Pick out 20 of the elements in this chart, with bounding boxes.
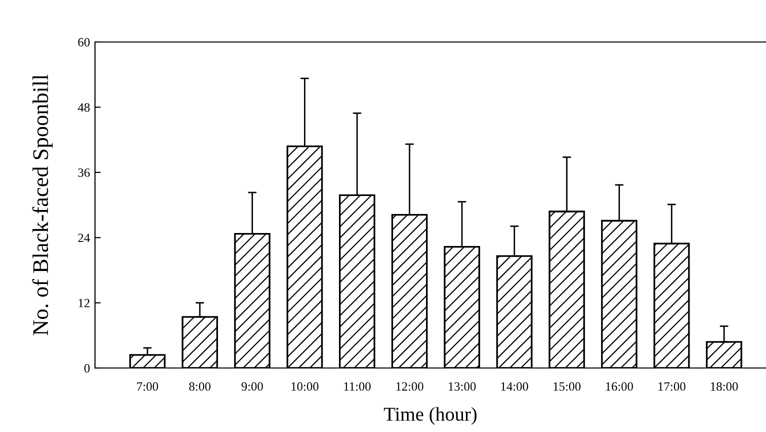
x-tick-label: 18:00: [710, 382, 738, 391]
y-tick-label: 12: [78, 298, 90, 308]
x-tick-label: 14:00: [501, 382, 528, 391]
x-tick-label: 16:00: [606, 382, 633, 391]
x-axis-title: Time (hour): [384, 407, 477, 425]
y-axis-title: No. of Black-faced Spoonbill: [32, 74, 53, 336]
y-tick-label: 36: [78, 168, 90, 177]
x-tick-label: 11:00: [344, 382, 371, 391]
x-tick-label: 7:00: [137, 382, 158, 391]
y-tick-label: 24: [78, 234, 90, 242]
x-tick-label: 15:00: [554, 382, 581, 391]
y-tick-label: 0: [84, 364, 90, 372]
x-tick-label: 13:00: [448, 382, 476, 391]
x-tick-label: 8:00: [189, 382, 210, 391]
y-tick-label: 60: [78, 38, 90, 46]
x-tick-label: 9:00: [242, 382, 263, 391]
x-tick-label: 10:00: [292, 382, 318, 391]
x-tick-label: 17:00: [658, 382, 686, 391]
y-tick-label: 48: [78, 103, 90, 112]
x-tick-label: 12:00: [396, 382, 424, 391]
